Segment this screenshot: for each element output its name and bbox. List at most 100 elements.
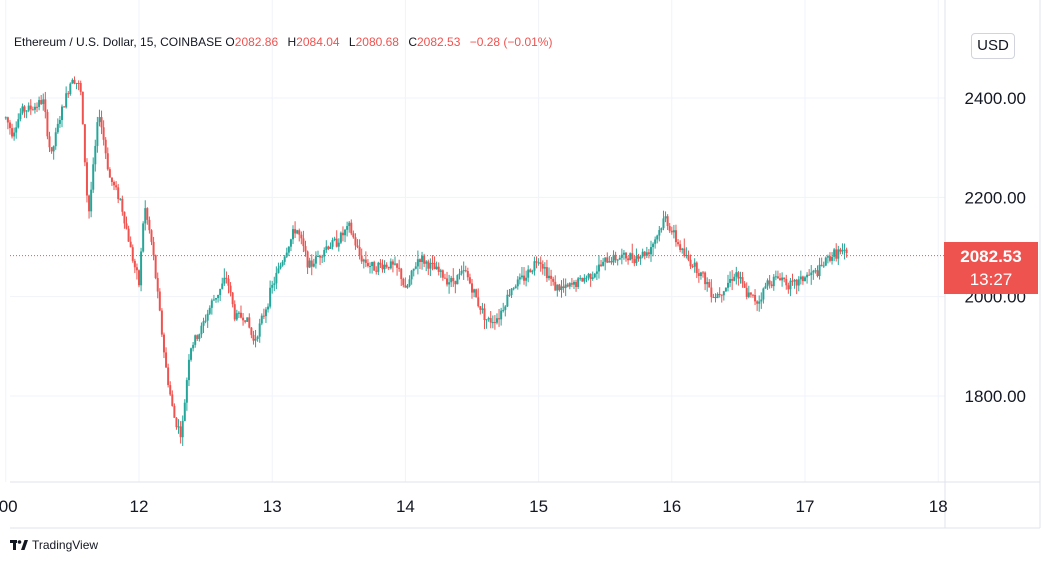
symbol-legend[interactable]: Ethereum / U.S. Dollar, 15, COINBASE O20… xyxy=(14,35,552,49)
candle-body xyxy=(117,187,120,200)
candle-body xyxy=(427,261,430,269)
candle-body xyxy=(385,264,388,267)
candle-body xyxy=(602,261,605,266)
candle-body xyxy=(246,317,249,322)
candle-body xyxy=(354,237,357,246)
candle-body xyxy=(185,380,188,403)
candle-body xyxy=(841,250,844,252)
candle-body xyxy=(610,261,613,263)
candle-body xyxy=(60,106,63,121)
candle-body xyxy=(804,277,806,282)
candle-body xyxy=(699,272,702,277)
open-value: 2082.86 xyxy=(234,35,279,49)
candle-body xyxy=(689,259,692,267)
candle-body xyxy=(264,309,267,317)
candle-body xyxy=(13,132,16,137)
candle-body xyxy=(781,277,784,281)
candle-body xyxy=(826,256,829,258)
candle-body xyxy=(310,260,313,267)
candle-body xyxy=(414,266,417,269)
candle-body xyxy=(194,335,197,345)
candle-body xyxy=(552,278,555,282)
candle-body xyxy=(73,79,76,84)
candle-body xyxy=(510,288,513,296)
candle-body xyxy=(362,259,365,262)
y-tick-label: 2200.00 xyxy=(965,188,1026,207)
candle-body xyxy=(812,270,815,273)
candle-body xyxy=(647,252,650,255)
candle-body xyxy=(466,271,469,278)
currency-button[interactable]: USD xyxy=(971,33,1015,59)
candle-body xyxy=(223,277,226,284)
candle-body xyxy=(81,91,84,125)
candle-body xyxy=(352,233,355,238)
candle-body xyxy=(152,241,155,256)
candle-body xyxy=(581,277,584,282)
candle-body xyxy=(720,294,723,296)
candle-body xyxy=(606,257,609,263)
candle-body xyxy=(747,292,750,297)
candle-body xyxy=(660,228,663,231)
candle-body xyxy=(641,251,644,257)
candle-body xyxy=(733,276,736,281)
candle-body xyxy=(321,256,324,258)
candle-body xyxy=(529,269,532,273)
candle-body xyxy=(801,276,804,282)
candle-body xyxy=(94,145,97,165)
candle-body xyxy=(358,246,361,256)
candle-body xyxy=(562,286,565,289)
candle-body xyxy=(629,253,632,261)
candle-body xyxy=(360,255,363,262)
candle-body xyxy=(712,296,715,298)
candle-body xyxy=(658,230,661,236)
candle-body xyxy=(146,208,149,220)
candle-body xyxy=(42,99,45,105)
candle-body xyxy=(822,265,825,267)
time-axis[interactable]: :00 12 13 14 15 16 17 18 xyxy=(0,497,948,516)
candle-body xyxy=(267,306,270,310)
candle-body xyxy=(431,262,434,264)
candle-body xyxy=(292,229,295,240)
candle-body xyxy=(181,420,184,438)
candle-body xyxy=(774,276,777,278)
open-label: O xyxy=(225,35,235,49)
candle-body xyxy=(219,288,222,295)
candle-body xyxy=(839,249,842,252)
candle-body xyxy=(487,318,490,320)
y-tick-label: 1800.00 xyxy=(965,387,1026,406)
candle-body xyxy=(575,281,578,287)
candle-body xyxy=(210,300,213,308)
candle-body xyxy=(439,270,442,272)
candle-body xyxy=(92,164,95,190)
candle-body xyxy=(500,310,503,320)
candle-body xyxy=(346,226,349,230)
candle-body xyxy=(539,262,542,265)
candle-body xyxy=(83,124,86,163)
candle-body xyxy=(708,282,711,288)
candle-body xyxy=(724,287,727,292)
candle-body xyxy=(138,270,140,286)
tradingview-brand[interactable]: TradingView xyxy=(10,538,98,552)
candle-body xyxy=(244,320,247,322)
candle-body xyxy=(96,122,99,146)
candle-body xyxy=(622,252,625,255)
candle-body xyxy=(381,264,384,270)
candle-body xyxy=(591,277,594,279)
candle-body xyxy=(341,232,344,236)
candle-body xyxy=(393,263,396,265)
candle-body xyxy=(135,267,138,271)
candle-body xyxy=(464,270,467,272)
tradingview-logo-icon xyxy=(10,540,28,550)
candle-body xyxy=(722,291,725,296)
candle-body xyxy=(298,230,301,235)
candle-body xyxy=(810,272,813,276)
candle-body xyxy=(254,338,257,341)
candle-body xyxy=(369,266,372,268)
candle-body xyxy=(308,260,311,268)
x-tick-label: 13 xyxy=(263,497,282,516)
candle-body xyxy=(754,294,757,302)
candle-body xyxy=(154,255,157,279)
last-price-value: 2082.53 xyxy=(960,247,1022,266)
